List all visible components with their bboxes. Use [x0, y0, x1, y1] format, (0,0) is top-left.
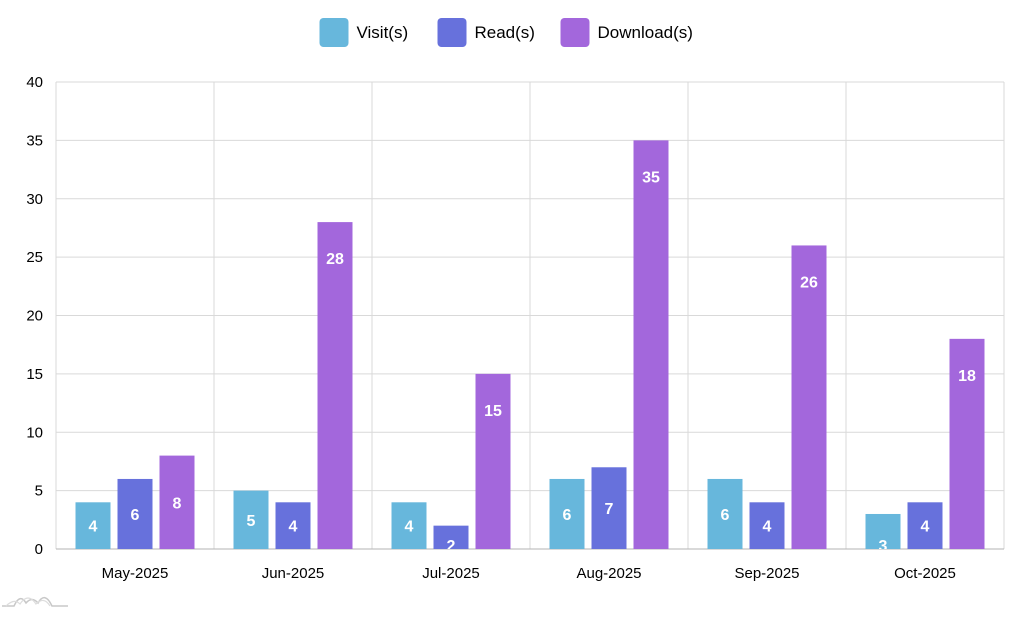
- x-tick-label: Jun-2025: [262, 565, 325, 582]
- y-tick-label: 0: [35, 541, 43, 558]
- bars: 4 6 8 5 4 28 4 2 15 6 7 35 6 4 26 3 4 18: [75, 140, 985, 555]
- legend-label: Download(s): [598, 23, 693, 42]
- bar[interactable]: [707, 478, 743, 549]
- y-tick-label: 35: [26, 132, 43, 149]
- bar[interactable]: [275, 502, 311, 549]
- bar[interactable]: [633, 140, 669, 549]
- x-tick-label: May-2025: [102, 565, 169, 582]
- bar-value-label: 5: [247, 513, 256, 530]
- bar[interactable]: [865, 513, 901, 549]
- bar[interactable]: [433, 525, 469, 549]
- bar[interactable]: [907, 502, 943, 549]
- x-tick-label: Oct-2025: [894, 565, 956, 582]
- x-axis: May-2025 Jun-2025 Jul-2025 Aug-2025 Sep-2025…: [102, 565, 956, 582]
- bar-value-label: 7: [605, 501, 614, 518]
- bar-value-label: 6: [131, 507, 140, 524]
- y-tick-label: 5: [35, 483, 43, 500]
- legend[interactable]: Visit(s) Read(s) Download(s): [319, 18, 693, 47]
- legend-swatch: [560, 18, 590, 47]
- y-tick-label: 15: [26, 366, 43, 383]
- y-tick-label: 20: [26, 308, 43, 325]
- y-axis: 0 5 10 15 20 25 30 35 40: [26, 74, 43, 558]
- legend-label: Read(s): [475, 23, 535, 42]
- bar-value-label: 18: [958, 368, 976, 385]
- bar-value-label: 28: [326, 251, 344, 268]
- legend-item[interactable]: Read(s): [437, 18, 535, 47]
- y-tick-label: 30: [26, 191, 43, 208]
- bar-value-label: 35: [642, 169, 660, 186]
- bar-value-label: 6: [721, 507, 730, 524]
- bar[interactable]: [549, 478, 585, 549]
- bar-value-label: 26: [800, 274, 818, 291]
- bar[interactable]: [791, 245, 827, 549]
- legend-swatch: [319, 18, 349, 47]
- bar-value-label: 4: [89, 519, 98, 536]
- y-tick-label: 40: [26, 74, 43, 91]
- legend-item[interactable]: Download(s): [560, 18, 693, 47]
- bar[interactable]: [949, 338, 985, 549]
- bar-value-label: 4: [921, 519, 930, 536]
- bar-value-label: 15: [484, 403, 502, 420]
- bar[interactable]: [749, 502, 785, 549]
- y-tick-label: 25: [26, 249, 43, 266]
- x-tick-label: Sep-2025: [734, 565, 799, 582]
- bar-value-label: 3: [879, 538, 888, 555]
- y-tick-label: 10: [26, 424, 43, 441]
- bar-value-label: 6: [563, 507, 572, 524]
- bar[interactable]: [591, 467, 627, 549]
- bar-value-label: 4: [763, 519, 772, 536]
- grid: [55, 81, 1005, 550]
- bar[interactable]: [233, 490, 269, 549]
- legend-label: Visit(s): [357, 23, 409, 42]
- bar[interactable]: [117, 478, 153, 549]
- legend-swatch: [437, 18, 467, 47]
- bar[interactable]: [75, 502, 111, 549]
- bar[interactable]: [391, 502, 427, 549]
- bar-value-label: 4: [289, 519, 298, 536]
- x-tick-label: Jul-2025: [422, 565, 480, 582]
- legend-item[interactable]: Visit(s): [319, 18, 409, 47]
- x-tick-label: Aug-2025: [576, 565, 641, 582]
- amcharts-logo-icon[interactable]: [2, 597, 68, 607]
- bar-value-label: 2: [447, 538, 456, 555]
- bar-value-label: 8: [173, 495, 182, 512]
- bar[interactable]: [475, 373, 511, 549]
- bar[interactable]: [317, 222, 353, 549]
- bar[interactable]: [159, 455, 195, 549]
- bar-value-label: 4: [405, 519, 414, 536]
